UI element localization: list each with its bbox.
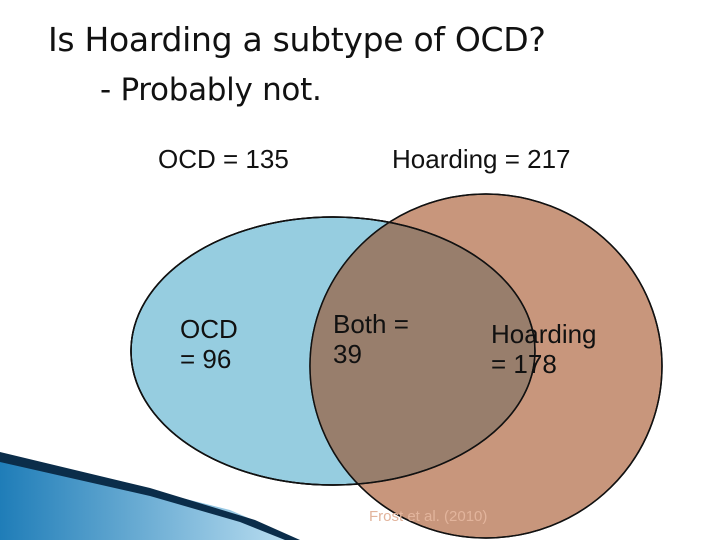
both-line2: 39 — [333, 339, 362, 369]
overlap-region — [310, 217, 535, 485]
page-subtitle: - Probably not. — [100, 72, 322, 108]
both-line1: Both = — [333, 309, 409, 339]
hoarding-total-label: Hoarding = 217 — [392, 144, 571, 174]
ocd-only-line1: OCD — [180, 314, 238, 344]
hoarding-only-line1: Hoarding — [491, 319, 597, 349]
citation: Frost et al. (2010) — [369, 508, 488, 525]
ocd-only-line2: = 96 — [180, 344, 232, 374]
corner-decoration — [0, 452, 300, 540]
ocd-total-label: OCD = 135 — [158, 144, 289, 174]
hoarding-only-label: Hoarding = 178 — [491, 319, 621, 379]
hoarding-only-line2: = 178 — [491, 349, 557, 379]
both-label: Both = 39 — [333, 309, 423, 369]
page-title: Is Hoarding a subtype of OCD? — [48, 20, 546, 59]
ocd-only-label: OCD = 96 — [180, 314, 260, 374]
